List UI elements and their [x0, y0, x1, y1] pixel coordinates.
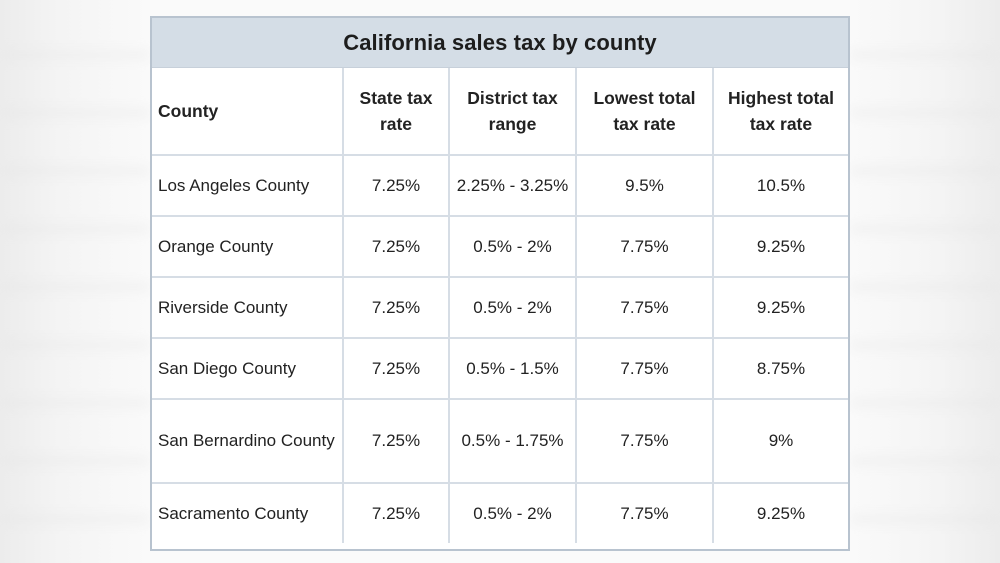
header-state-tax-rate: State tax rate	[342, 68, 450, 156]
table-row: Riverside County 7.25% 0.5% - 2% 7.75% 9…	[152, 276, 848, 339]
lowest-total-tax-rate-cell: 7.75%	[575, 276, 714, 339]
table-row: Sacramento County 7.25% 0.5% - 2% 7.75% …	[152, 482, 848, 543]
district-tax-range-cell: 0.5% - 1.5%	[448, 337, 577, 400]
state-tax-rate-cell: 7.25%	[342, 398, 450, 484]
district-tax-range-cell: 0.5% - 2%	[448, 482, 577, 543]
highest-total-tax-rate-cell: 8.75%	[712, 337, 848, 400]
table-row: Orange County 7.25% 0.5% - 2% 7.75% 9.25…	[152, 215, 848, 278]
highest-total-tax-rate-cell: 10.5%	[712, 154, 848, 217]
lowest-total-tax-rate-cell: 7.75%	[575, 482, 714, 543]
table-title-bar: California sales tax by county	[152, 18, 848, 68]
state-tax-rate-cell: 7.25%	[342, 337, 450, 400]
sales-tax-table: County State tax rate District tax range…	[152, 68, 848, 543]
county-cell: Sacramento County	[152, 482, 344, 543]
district-tax-range-cell: 0.5% - 2%	[448, 276, 577, 339]
state-tax-rate-cell: 7.25%	[342, 276, 450, 339]
county-cell: Los Angeles County	[152, 154, 344, 217]
state-tax-rate-cell: 7.25%	[342, 154, 450, 217]
county-cell: San Bernardino County	[152, 398, 344, 484]
highest-total-tax-rate-cell: 9.25%	[712, 276, 848, 339]
header-district-tax-range: District tax range	[448, 68, 577, 156]
table-row: Los Angeles County 7.25% 2.25% - 3.25% 9…	[152, 154, 848, 217]
district-tax-range-cell: 2.25% - 3.25%	[448, 154, 577, 217]
header-lowest-total-tax-rate: Lowest total tax rate	[575, 68, 714, 156]
county-cell: Riverside County	[152, 276, 344, 339]
lowest-total-tax-rate-cell: 7.75%	[575, 337, 714, 400]
header-row: County State tax rate District tax range…	[152, 68, 848, 156]
table-row: San Bernardino County 7.25% 0.5% - 1.75%…	[152, 398, 848, 484]
header-highest-total-tax-rate: Highest total tax rate	[712, 68, 848, 156]
lowest-total-tax-rate-cell: 7.75%	[575, 215, 714, 278]
county-cell: Orange County	[152, 215, 344, 278]
header-county: County	[152, 68, 344, 156]
state-tax-rate-cell: 7.25%	[342, 215, 450, 278]
lowest-total-tax-rate-cell: 7.75%	[575, 398, 714, 484]
table-title: California sales tax by county	[343, 29, 657, 55]
state-tax-rate-cell: 7.25%	[342, 482, 450, 543]
highest-total-tax-rate-cell: 9.25%	[712, 215, 848, 278]
highest-total-tax-rate-cell: 9%	[712, 398, 848, 484]
county-cell: San Diego County	[152, 337, 344, 400]
sales-tax-table-card: California sales tax by county County St…	[150, 16, 850, 551]
highest-total-tax-rate-cell: 9.25%	[712, 482, 848, 543]
table-row: San Diego County 7.25% 0.5% - 1.5% 7.75%…	[152, 337, 848, 400]
district-tax-range-cell: 0.5% - 1.75%	[448, 398, 577, 484]
district-tax-range-cell: 0.5% - 2%	[448, 215, 577, 278]
lowest-total-tax-rate-cell: 9.5%	[575, 154, 714, 217]
